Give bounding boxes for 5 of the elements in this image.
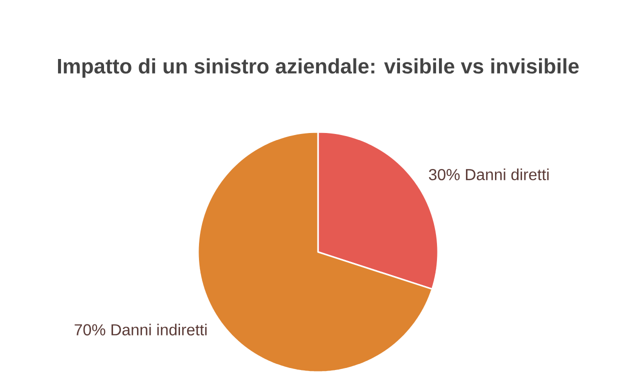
- data-label: 30%: [428, 168, 460, 180]
- slice-label: Danni diretti: [466, 168, 549, 180]
- chart-title: Impatto di un sinistro aziendale: visibile vs invisibile: [58, 58, 579, 78]
- data-label: 70%: [74, 324, 106, 336]
- slice-label: Danni indiretti: [112, 324, 207, 336]
